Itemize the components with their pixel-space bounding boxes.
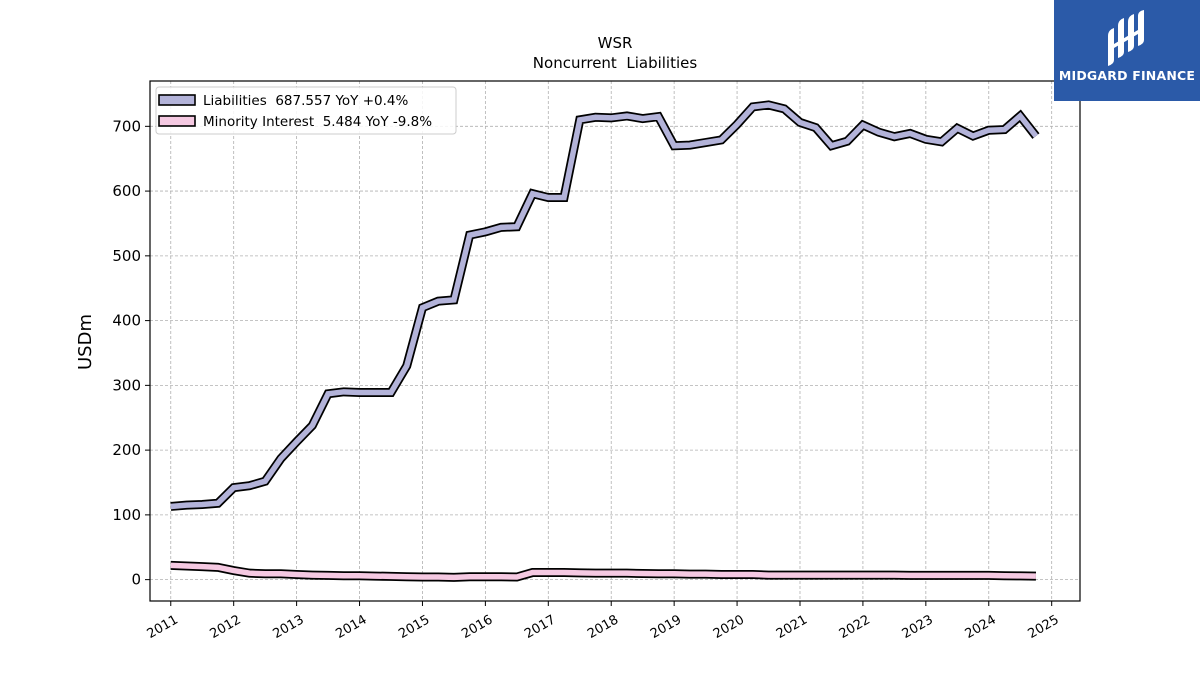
legend-swatch: [158, 115, 196, 127]
axis-ticks: 0 100 200 300 400 500 600 700 2011 2012 2013 2014 20…: [112, 117, 1061, 642]
grid: [150, 81, 1080, 601]
midgard-finance-logo: MIDGARD FINANCE: [1054, 0, 1200, 101]
plot-frame: [149, 80, 1081, 602]
x-tick-label: 2023: [900, 612, 936, 642]
series-minority-interest: [170, 560, 1037, 582]
midgard-logo-mark-icon: [1108, 10, 1144, 66]
legend-label: Minority Interest 5.484 YoY -9.8%: [203, 114, 432, 130]
x-tick-label: 2015: [396, 612, 432, 642]
x-tick-label: 2020: [711, 612, 747, 642]
x-tick-label: 2022: [837, 612, 873, 642]
x-tick-label: 2025: [1026, 612, 1062, 642]
series-line: [170, 562, 1036, 581]
x-tick-label: 2016: [459, 612, 495, 642]
x-tick-label: 2019: [648, 612, 684, 642]
x-tick-label: 2018: [585, 612, 621, 642]
y-tick-label: 200: [112, 441, 141, 459]
x-tick-label: 2013: [270, 612, 306, 642]
x-tick-label: 2024: [963, 612, 999, 642]
y-tick-label: 100: [112, 506, 141, 524]
y-tick-label: 0: [131, 571, 141, 589]
series-liabilities: [170, 100, 1040, 511]
chart-title: WSR: [598, 34, 633, 52]
y-tick-label: 700: [112, 117, 141, 135]
legend-swatch: [158, 94, 196, 106]
series-line: [170, 102, 1039, 510]
logo-text: MIDGARD FINANCE: [1058, 68, 1196, 83]
y-tick-label: 500: [112, 247, 141, 265]
y-axis-label: USDm: [75, 314, 96, 370]
legend-label: Liabilities 687.557 YoY +0.4%: [203, 93, 408, 109]
y-tick-label: 300: [112, 376, 141, 394]
series-layer: [170, 100, 1040, 582]
x-tick-label: 2014: [333, 612, 369, 642]
x-tick-label: 2021: [774, 612, 810, 642]
x-tick-label: 2011: [145, 612, 181, 642]
legend-box: [155, 86, 457, 135]
legend: Liabilities 687.557 YoY +0.4% Minority In…: [155, 86, 457, 135]
x-tick-label: 2017: [522, 612, 558, 642]
y-tick-label: 600: [112, 182, 141, 200]
x-tick-label: 2012: [208, 612, 244, 642]
y-tick-label: 400: [112, 312, 141, 330]
series-outline: [170, 100, 1040, 511]
chart-subtitle: Noncurrent Liabilities: [533, 54, 698, 72]
